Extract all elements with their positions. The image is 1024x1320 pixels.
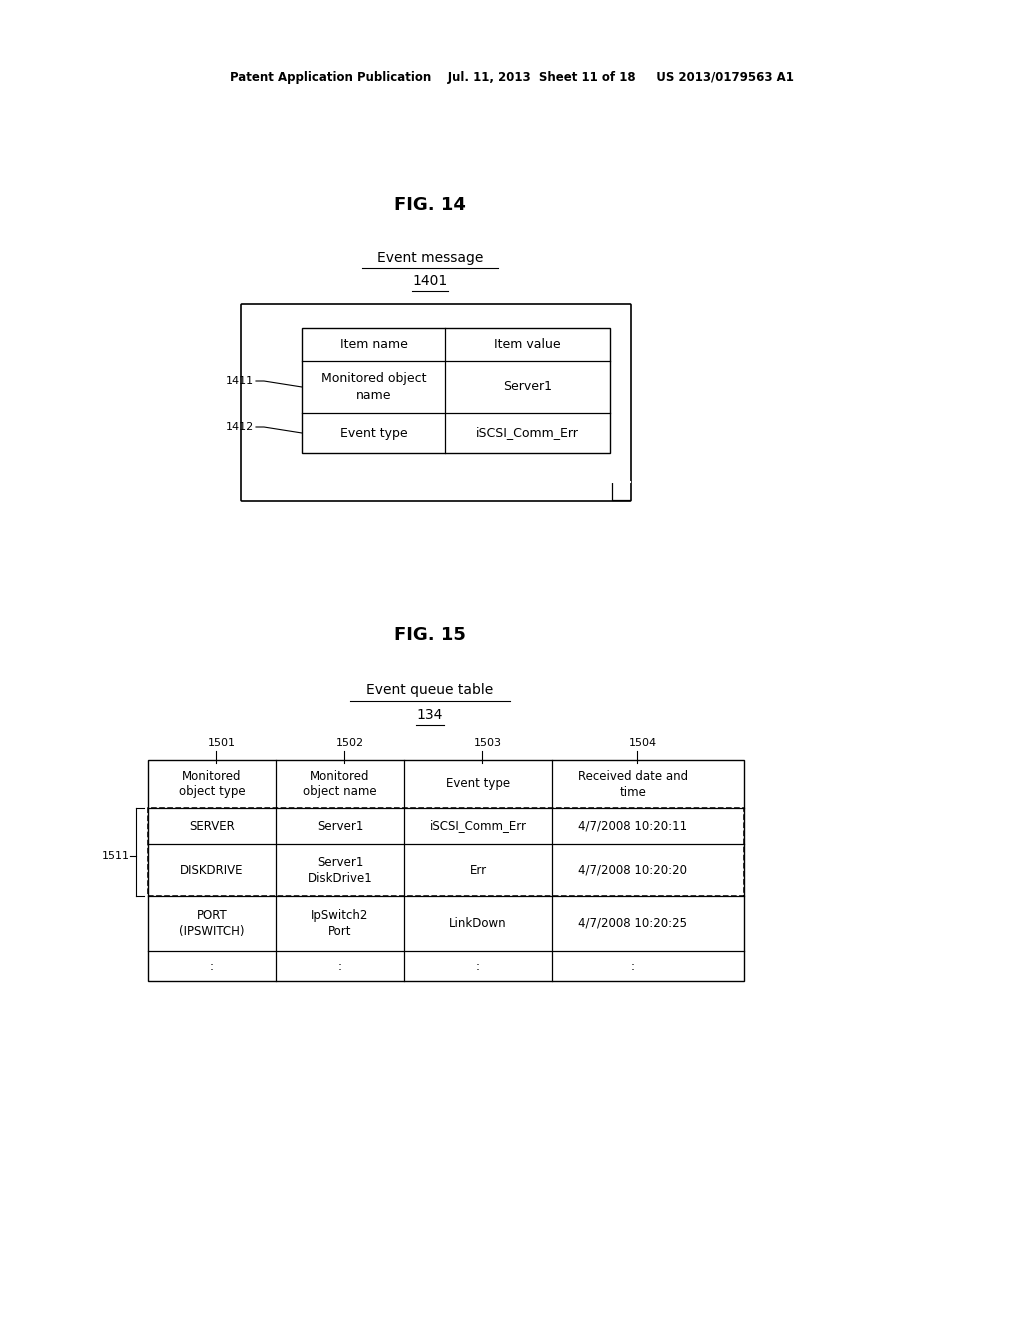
Text: Received date and
time: Received date and time <box>578 770 688 799</box>
Text: 4/7/2008 10:20:25: 4/7/2008 10:20:25 <box>579 917 687 931</box>
Text: FIG. 14: FIG. 14 <box>394 195 466 214</box>
Text: 1502: 1502 <box>336 738 365 748</box>
Text: Monitored object
name: Monitored object name <box>321 372 426 403</box>
Text: 1503: 1503 <box>474 738 502 748</box>
FancyBboxPatch shape <box>241 304 631 502</box>
Text: 4/7/2008 10:20:11: 4/7/2008 10:20:11 <box>579 820 687 833</box>
Text: DISKDRIVE: DISKDRIVE <box>180 863 244 876</box>
Text: :: : <box>338 960 342 973</box>
Text: 1511: 1511 <box>102 851 130 861</box>
Text: Event message: Event message <box>377 251 483 265</box>
Text: 1504: 1504 <box>629 738 657 748</box>
Text: Monitored
object name: Monitored object name <box>303 770 377 799</box>
Bar <box>148 760 744 981</box>
Text: SERVER: SERVER <box>189 820 234 833</box>
Text: Event type: Event type <box>340 426 408 440</box>
Bar <box>148 808 744 896</box>
Text: Event queue table: Event queue table <box>367 682 494 697</box>
Text: Item value: Item value <box>495 338 561 351</box>
Text: Server1: Server1 <box>316 820 364 833</box>
Text: FIG. 15: FIG. 15 <box>394 626 466 644</box>
Text: IpSwitch2
Port: IpSwitch2 Port <box>311 909 369 939</box>
Text: :: : <box>631 960 635 973</box>
Text: 134: 134 <box>417 708 443 722</box>
Bar <box>302 327 610 453</box>
Text: 1401: 1401 <box>413 275 447 288</box>
Text: 1501: 1501 <box>208 738 236 748</box>
Text: 1412: 1412 <box>225 422 254 432</box>
Text: PORT
(IPSWITCH): PORT (IPSWITCH) <box>179 909 245 939</box>
Text: Err: Err <box>469 863 486 876</box>
Text: iSCSI_Comm_Err: iSCSI_Comm_Err <box>429 820 526 833</box>
Text: LinkDown: LinkDown <box>450 917 507 931</box>
Text: 1411: 1411 <box>226 376 254 385</box>
Text: Item name: Item name <box>340 338 408 351</box>
Text: Event type: Event type <box>445 777 510 791</box>
Text: Server1
DiskDrive1: Server1 DiskDrive1 <box>307 855 373 884</box>
Text: :: : <box>476 960 480 973</box>
Text: iSCSI_Comm_Err: iSCSI_Comm_Err <box>476 426 579 440</box>
Text: 4/7/2008 10:20:20: 4/7/2008 10:20:20 <box>579 863 687 876</box>
Text: :: : <box>210 960 214 973</box>
Text: Patent Application Publication    Jul. 11, 2013  Sheet 11 of 18     US 2013/0179: Patent Application Publication Jul. 11, … <box>230 71 794 84</box>
Text: Monitored
object type: Monitored object type <box>178 770 246 799</box>
Text: Server1: Server1 <box>503 380 552 393</box>
